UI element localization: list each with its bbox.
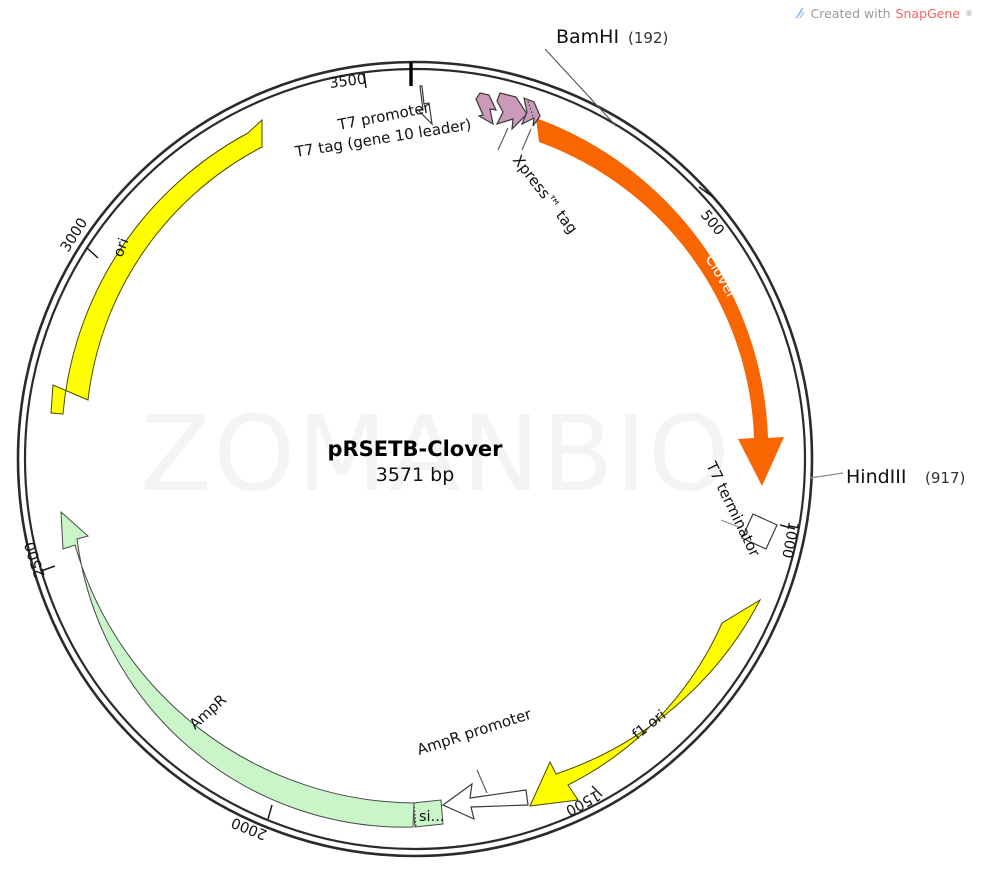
enzyme-site-bamhi-name[interactable]: BamHI (556, 26, 619, 48)
feature-signal-sequence-box[interactable] (412, 799, 444, 828)
feature-ori-arrow[interactable] (50, 118, 263, 415)
enzyme-site-bamhi[interactable]: BamHI (192) (544, 26, 668, 127)
enzyme-site-hindiii[interactable]: HindIII (917) (809, 466, 965, 488)
watermark: ZOMANBIO (140, 393, 732, 515)
ruler-tick-500 (698, 186, 714, 198)
snapgene-credit: Created with SnapGene ® (793, 4, 973, 22)
snapgene-logo-icon (793, 7, 806, 20)
feature-ampr-label: AmpR (187, 692, 230, 733)
enzyme-site-hindiii-name[interactable]: HindIII (846, 466, 906, 488)
feature-ampr-arrow[interactable] (60, 510, 415, 828)
ruler-label-3500: 3500 (329, 72, 368, 92)
enzyme-site-hindiii-leader (809, 472, 844, 479)
feature-t7-terminator-leader (720, 519, 742, 529)
ruler-tick-2000 (267, 804, 273, 820)
ruler-label-1000: 1000 (778, 520, 801, 559)
ruler-label-500: 500 (697, 207, 727, 239)
watermark-text: ZOMANBIO (140, 393, 732, 515)
feature-t7-promoter-arrow[interactable] (416, 85, 433, 126)
feature-ampr[interactable]: AmpR (60, 510, 415, 828)
feature-signal-sequence-label: si... (419, 809, 444, 825)
feature-ampr-promoter-leader (476, 769, 488, 794)
ruler-tick-1500 (591, 785, 603, 797)
backbone-outer-ring (16, 60, 814, 858)
feature-t7-terminator-box[interactable] (741, 513, 778, 550)
feature-xpress-tag-label: Xpress™ tag (509, 151, 582, 237)
snapgene-brand-name: SnapGene (895, 5, 960, 21)
plasmid-backbone (16, 60, 814, 858)
ruler-tick-3000 (86, 247, 99, 259)
ruler-tick-3500 (363, 72, 367, 89)
snapgene-credit-prefix: Created with (810, 5, 891, 21)
enzyme-site-bamhi-position: (192) (628, 29, 668, 47)
ruler-tick-2500 (40, 565, 56, 572)
feature-gene10-leader-arrow[interactable] (495, 92, 528, 131)
backbone-inner-ring (23, 67, 807, 851)
snapgene-registered-mark: ® (965, 8, 973, 18)
plasmid-center-label: pRSETB-Clover 3571 bp (327, 437, 503, 486)
plasmid-length: 3571 bp (376, 464, 455, 486)
feature-f1-ori-arrow[interactable] (529, 598, 762, 807)
feature-f1-ori-label: f1 ori (630, 707, 670, 743)
feature-ampr-promoter-label: AmpR promoter (415, 705, 535, 759)
feature-ori-label: ori (111, 236, 133, 259)
feature-t7-tag-leader (497, 127, 509, 151)
enzyme-site-hindiii-position: (917) (925, 469, 965, 487)
feature-t7-tag-arrow[interactable] (475, 92, 498, 126)
feature-xpress-tag-leader (521, 128, 532, 151)
plasmid-name: pRSETB-Clover (327, 437, 503, 461)
feature-ampr-promoter-arrow[interactable] (441, 782, 529, 821)
ruler-tick-1000 (779, 524, 796, 530)
feature-clover-arrow[interactable] (536, 118, 784, 486)
ruler-label-2500: 2500 (22, 540, 49, 580)
feature-signal-sequence[interactable]: si... (412, 799, 444, 828)
feature-ori[interactable]: ori (50, 118, 263, 415)
enzyme-site-bamhi-leader (544, 48, 617, 127)
